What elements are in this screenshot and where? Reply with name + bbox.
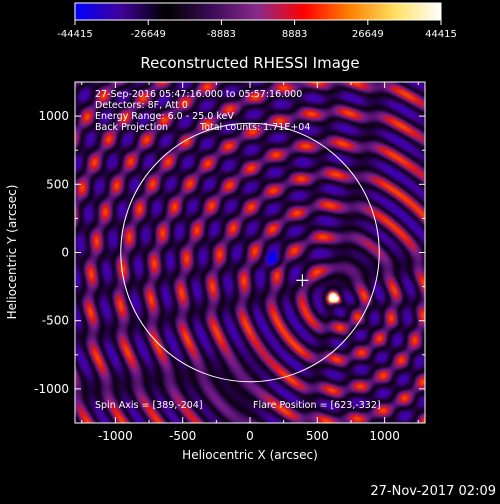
annotation-spin-axis: Spin Axis = [389,-204]: [95, 400, 203, 411]
x-tick-label: 500: [306, 429, 329, 443]
x-tick-label: -1000: [98, 429, 133, 443]
colorbar: -44415 -26649 -8883 8883 26649 44415: [57, 2, 457, 40]
annotation-flare-position: Flare Position = [623,-332]: [253, 400, 381, 411]
colorbar-tick-label: 8883: [282, 29, 307, 40]
y-axis-label: Heliocentric Y (arcsec): [5, 185, 19, 320]
annotations: 27-Sep-2016 05:47:16.000 to 05:57:16.000…: [95, 89, 381, 411]
footer-date: 27-Nov-2017 02:09: [370, 484, 496, 499]
y-tick-label: 1000: [38, 109, 69, 123]
x-tick-labels: -1000 -500 0 500 1000: [98, 429, 400, 443]
annotation-detectors: Detectors: 8F, Att 0: [95, 100, 188, 111]
colorbar-tick-label: 44415: [425, 29, 457, 40]
x-tick-label: -500: [169, 429, 196, 443]
colorbar-bar: [74, 2, 442, 21]
y-tick-label: -1000: [34, 382, 69, 396]
x-tick-label: 1000: [369, 429, 400, 443]
y-tick-label: 500: [46, 177, 69, 191]
annotation-method: Back Projection: [95, 122, 168, 133]
colorbar-tick-label: -8883: [207, 29, 236, 40]
x-tick-label: 0: [246, 429, 254, 443]
y-tick-label: 0: [61, 246, 69, 260]
colorbar-ticks: -44415 -26649 -8883 8883 26649 44415: [57, 20, 457, 40]
solar-limb-circle: [120, 122, 380, 383]
y-tick-labels: -1000 -500 0 500 1000: [34, 109, 69, 396]
plot-area: 27-Sep-2016 05:47:16.000 to 05:57:16.000…: [74, 81, 426, 424]
colorbar-tick-label: -26649: [130, 29, 165, 40]
heatmap-image: [75, 82, 425, 423]
y-tick-label: -500: [42, 314, 69, 328]
axis-ticks: [75, 82, 425, 423]
annotation-time-range: 27-Sep-2016 05:47:16.000 to 05:57:16.000: [95, 89, 302, 100]
x-axis-label: Heliocentric X (arcsec): [182, 448, 318, 462]
colorbar-tick-label: -44415: [57, 29, 92, 40]
spin-axis-cross-icon: [296, 274, 309, 287]
colorbar-tick-label: 26649: [352, 29, 384, 40]
annotation-counts: Total counts: 1.71E+04: [199, 122, 310, 133]
annotation-energy: Energy Range: 6.0 - 25.0 keV: [95, 111, 234, 122]
chart-title: Reconstructed RHESSI Image: [140, 54, 359, 72]
